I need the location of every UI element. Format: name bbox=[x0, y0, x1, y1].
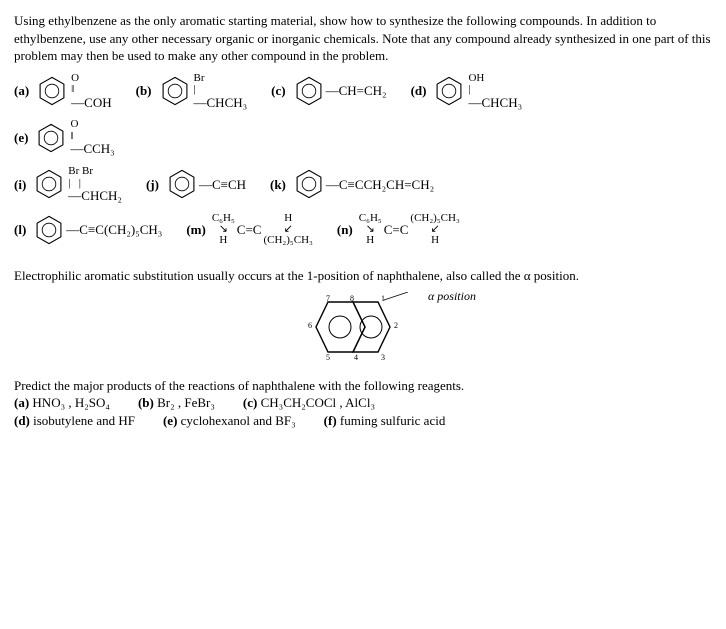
part-d: (d) OH | —CHCH₃ bbox=[411, 73, 523, 110]
ch-l: —C≡C(CH₂)₅CH₃ bbox=[66, 221, 162, 239]
benzene-icon bbox=[432, 74, 466, 108]
pred-d-label: (d) bbox=[14, 413, 30, 428]
pred-b-label: (b) bbox=[138, 395, 154, 410]
svg-text:6: 6 bbox=[308, 321, 312, 330]
part-l: (l) —C≡C(CH₂)₅CH₃ bbox=[14, 213, 162, 247]
svg-text:3: 3 bbox=[381, 353, 385, 362]
row-e: (e) O ‖ —CCH₃ bbox=[14, 119, 712, 162]
naphthalene-figure: 1 2 3 4 5 6 7 8 α position bbox=[14, 292, 712, 367]
pred-f-label: (f) bbox=[324, 413, 337, 428]
label-k: (k) bbox=[270, 176, 286, 194]
pred-a-text: HNO₃ , H₂SO₄ bbox=[32, 395, 110, 410]
alpha-label: α position bbox=[428, 288, 476, 304]
pred-e: (e) cyclohexanol and BF₃ bbox=[163, 412, 296, 430]
label-j: (j) bbox=[146, 176, 159, 194]
row-lmn: (l) —C≡C(CH₂)₅CH₃ (m) C₆H₅↘H C=C H↙(CH₂)… bbox=[14, 213, 712, 253]
pred-b-text: Br₂ , FeBr₃ bbox=[157, 395, 215, 410]
benzene-icon bbox=[32, 167, 66, 201]
pred-c-text: CH₃CH₂COCl , AlCl₃ bbox=[261, 395, 375, 410]
benzene-icon bbox=[158, 74, 192, 108]
pred-a-label: (a) bbox=[14, 395, 29, 410]
benzene-icon bbox=[34, 121, 68, 155]
ch-c: —CH=CH₂ bbox=[326, 82, 387, 100]
n-center: C=C bbox=[384, 221, 409, 239]
predict-intro: Predict the major products of the reacti… bbox=[14, 377, 712, 395]
label-d: (d) bbox=[411, 82, 427, 100]
svg-text:8: 8 bbox=[350, 294, 354, 303]
n-br: H bbox=[431, 235, 439, 246]
benzene-icon bbox=[165, 167, 199, 201]
pred-d-text: isobutylene and HF bbox=[33, 413, 135, 428]
section-2-intro: Electrophilic aromatic substitution usua… bbox=[14, 267, 712, 285]
problem-intro: Using ethylbenzene as the only aromatic … bbox=[14, 12, 712, 65]
part-a: (a) O ‖ —COH bbox=[14, 73, 112, 110]
ch-b: —CHCH₃ bbox=[194, 96, 248, 110]
mid-b: | bbox=[194, 84, 196, 96]
row-abcd: (a) O ‖ —COH (b) Br | —CHCH₃ (c) —CH=CH₂… bbox=[14, 73, 712, 116]
part-j: (j) —C≡CH bbox=[146, 167, 246, 201]
pred-b: (b) Br₂ , FeBr₃ bbox=[138, 394, 215, 412]
svg-text:2: 2 bbox=[394, 321, 398, 330]
pred-e-text: cyclohexanol and BF₃ bbox=[181, 413, 296, 428]
label-m: (m) bbox=[186, 221, 206, 239]
top-i: Br Br bbox=[68, 166, 93, 178]
part-c: (c) —CH=CH₂ bbox=[271, 74, 386, 108]
benzene-icon bbox=[292, 167, 326, 201]
chain-e: O ‖ —CCH₃ bbox=[70, 119, 114, 156]
top-d: OH bbox=[468, 73, 484, 85]
benzene-icon bbox=[35, 74, 69, 108]
m-br: (CH₂)₅CH₃ bbox=[263, 235, 312, 246]
label-b: (b) bbox=[136, 82, 152, 100]
pred-c-label: (c) bbox=[243, 395, 257, 410]
chain-a: O ‖ —COH bbox=[71, 73, 111, 110]
label-n: (n) bbox=[337, 221, 353, 239]
part-k: (k) —C≡CCH₂CH=CH₂ bbox=[270, 167, 434, 201]
label-i: (i) bbox=[14, 176, 26, 194]
part-i: (i) Br Br | | —CHCH₂ bbox=[14, 166, 122, 203]
label-c: (c) bbox=[271, 82, 285, 100]
part-m: (m) C₆H₅↘H C=C H↙(CH₂)₅CH₃ bbox=[186, 213, 313, 246]
n-bl: H bbox=[366, 235, 374, 246]
geom-m: C₆H₅↘H C=C H↙(CH₂)₅CH₃ bbox=[212, 213, 313, 246]
ch-a: —COH bbox=[71, 96, 111, 110]
predict-row-1: (a) HNO₃ , H₂SO₄ (b) Br₂ , FeBr₃ (c) CH₃… bbox=[14, 394, 712, 412]
label-l: (l) bbox=[14, 221, 26, 239]
label-a: (a) bbox=[14, 82, 29, 100]
ch-j: —C≡CH bbox=[199, 176, 246, 194]
chain-d: OH | —CHCH₃ bbox=[468, 73, 522, 110]
svg-text:7: 7 bbox=[326, 294, 330, 303]
benzene-icon bbox=[292, 74, 326, 108]
mid-a: ‖ bbox=[71, 84, 74, 96]
naphthalene-icon: 1 2 3 4 5 6 7 8 bbox=[288, 292, 438, 362]
pred-f-text: fuming sulfuric acid bbox=[340, 413, 445, 428]
pred-d: (d) isobutylene and HF bbox=[14, 412, 135, 430]
chain-b: Br | —CHCH₃ bbox=[194, 73, 248, 110]
pred-c: (c) CH₃CH₂COCl , AlCl₃ bbox=[243, 394, 375, 412]
benzene-icon bbox=[32, 213, 66, 247]
geom-n: C₆H₅↘H C=C (CH₂)₅CH₃↙H bbox=[359, 213, 460, 246]
chain-i: Br Br | | —CHCH₂ bbox=[68, 166, 122, 203]
m-bl: H bbox=[219, 235, 227, 246]
ch-e: —CCH₃ bbox=[70, 142, 114, 156]
svg-text:1: 1 bbox=[381, 294, 385, 303]
svg-text:4: 4 bbox=[354, 353, 358, 362]
ch-k: —C≡CCH₂CH=CH₂ bbox=[326, 176, 434, 194]
pred-a: (a) HNO₃ , H₂SO₄ bbox=[14, 394, 110, 412]
predict-row-2: (d) isobutylene and HF (e) cyclohexanol … bbox=[14, 412, 712, 430]
part-e: (e) O ‖ —CCH₃ bbox=[14, 119, 115, 156]
ch-d: —CHCH₃ bbox=[468, 96, 522, 110]
row-ijk: (i) Br Br | | —CHCH₂ (j) —C≡CH (k) —C≡CC… bbox=[14, 166, 712, 209]
pred-f: (f) fuming sulfuric acid bbox=[324, 412, 446, 430]
svg-text:5: 5 bbox=[326, 353, 330, 362]
label-e: (e) bbox=[14, 129, 28, 147]
part-n: (n) C₆H₅↘H C=C (CH₂)₅CH₃↙H bbox=[337, 213, 460, 246]
ch-i: —CHCH₂ bbox=[68, 189, 122, 203]
m-center: C=C bbox=[237, 221, 262, 239]
part-b: (b) Br | —CHCH₃ bbox=[136, 73, 248, 110]
pred-e-label: (e) bbox=[163, 413, 177, 428]
mid-d: | bbox=[468, 84, 470, 96]
